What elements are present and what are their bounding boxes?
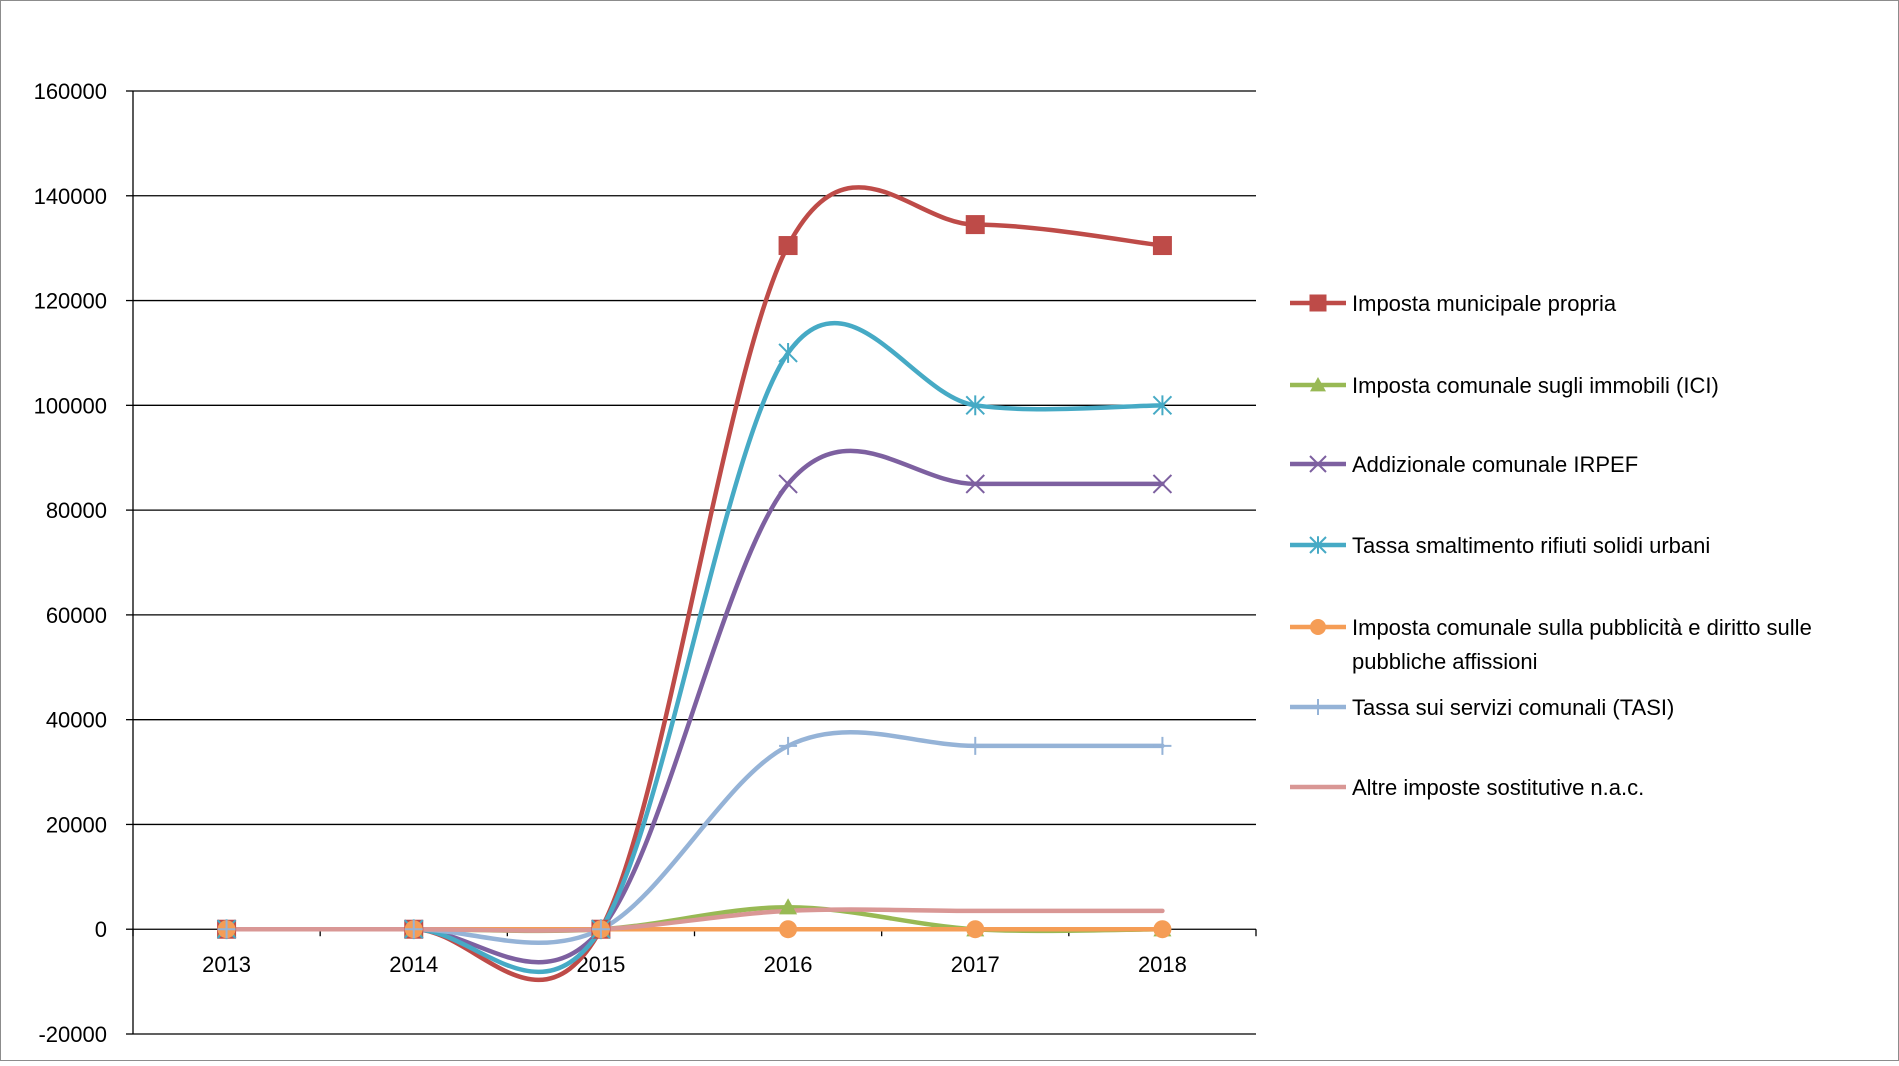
y-tick-label: 100000 (34, 393, 107, 418)
x-tick-label: 2014 (389, 952, 438, 977)
marker-x (1309, 455, 1327, 473)
x-tick-label: 2017 (951, 952, 1000, 977)
marker-plus (1310, 699, 1326, 715)
legend-label: Altre imposte sostitutive n.a.c. (1352, 775, 1644, 800)
marker-square (965, 215, 985, 235)
series-line (224, 907, 1165, 933)
legend-label: Imposta comunale sulla pubblicità e diri… (1352, 615, 1812, 640)
y-tick-label: 20000 (46, 812, 107, 837)
marker-asterisk (778, 343, 798, 363)
x-tick-label: 2013 (202, 952, 251, 977)
marker-x (778, 474, 798, 494)
marker-triangle (1310, 377, 1326, 392)
y-tick-label: 40000 (46, 708, 107, 733)
legend-label: Addizionale comunale IRPEF (1352, 452, 1638, 477)
legend-label: Tassa smaltimento rifiuti solidi urbani (1352, 533, 1710, 558)
marker-square (1152, 236, 1172, 256)
y-tick-labels: -20000 0 20000 40000 60000 80000 100000 120000 1… (34, 79, 107, 1047)
marker-asterisk (1309, 536, 1327, 554)
marker-circle (779, 920, 798, 939)
marker-plus (404, 920, 423, 939)
x-tick-label: 2016 (764, 952, 813, 977)
gridlines (133, 90, 1256, 1035)
y-tick-label: 80000 (46, 498, 107, 523)
marker-triangle (779, 898, 798, 915)
legend: Imposta municipale propria Imposta comuna… (1290, 291, 1812, 800)
marker-plus (217, 920, 236, 939)
legend-label: Imposta municipale propria (1352, 291, 1617, 316)
series-markers (216, 215, 1173, 940)
y-tick-label: 140000 (34, 184, 107, 209)
x-tick-label: 2018 (1138, 952, 1187, 977)
marker-asterisk (1152, 395, 1173, 416)
marker-square (778, 236, 798, 256)
marker-plus (966, 736, 985, 755)
legend-label: Imposta comunale sugli immobili (ICI) (1352, 373, 1719, 398)
y-tick-label: 120000 (34, 289, 107, 314)
marker-circle (966, 920, 985, 939)
y-tick-label: 0 (95, 917, 107, 942)
marker-x (1152, 474, 1173, 494)
marker-x (965, 474, 985, 494)
marker-circle (1153, 920, 1172, 939)
y-tick-label: -20000 (38, 1022, 107, 1047)
marker-square (1309, 294, 1327, 312)
marker-plus (1153, 736, 1172, 755)
y-tick-label: 160000 (34, 79, 107, 104)
x-tick-labels: 2013 2014 2015 2016 2017 2018 (202, 952, 1187, 977)
marker-asterisk (965, 395, 985, 416)
legend-label: Tassa sui servizi comunali (TASI) (1352, 695, 1674, 720)
marker-plus (779, 736, 798, 755)
y-tick-label: 60000 (46, 603, 107, 628)
marker-circle (1310, 619, 1326, 635)
marker-plus (591, 920, 610, 939)
legend-label: pubbliche affissioni (1352, 649, 1538, 674)
